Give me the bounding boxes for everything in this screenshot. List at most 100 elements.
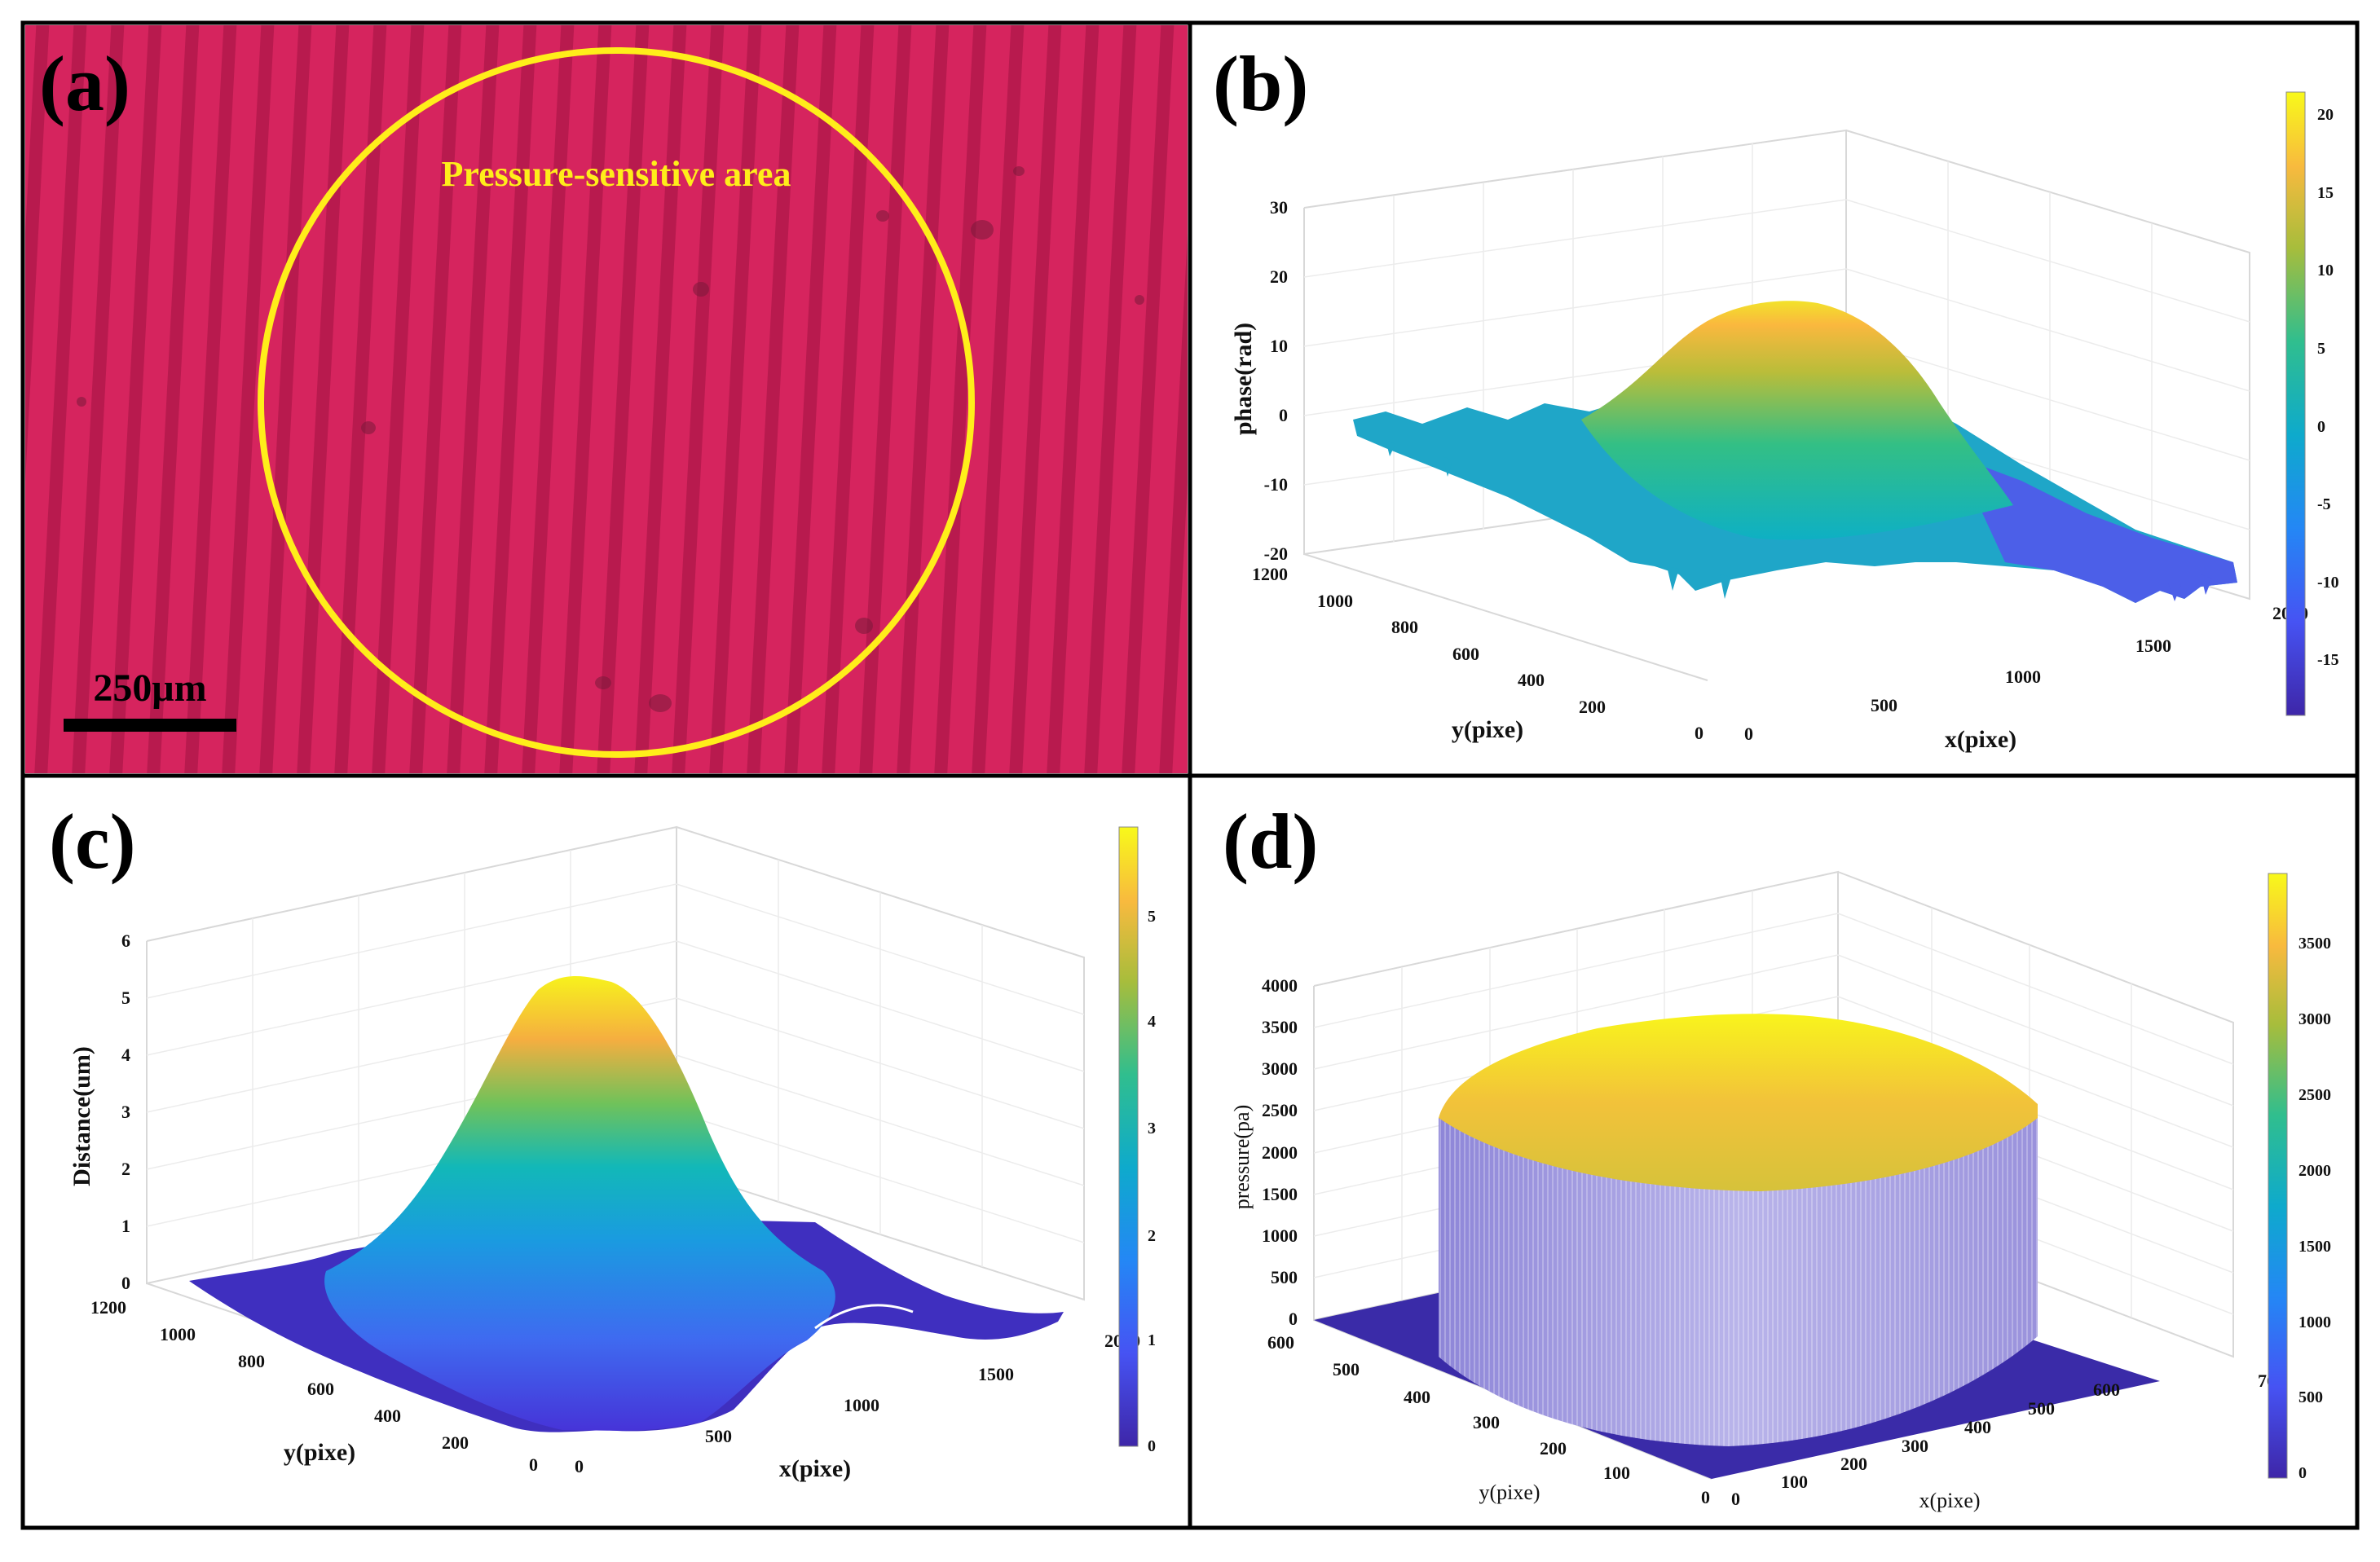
panel-d-label: (d) <box>1223 798 1318 885</box>
svg-text:1000: 1000 <box>1262 1225 1298 1246</box>
plot-d-colorbar <box>2268 873 2288 1479</box>
svg-text:600: 600 <box>1452 644 1479 664</box>
svg-text:4: 4 <box>1148 1013 1156 1031</box>
panel-d: (d) 4000 3500 <box>1223 798 2331 1512</box>
plot-d-xlabel: x(pixe) <box>1919 1489 1980 1512</box>
svg-text:2: 2 <box>121 1159 130 1179</box>
svg-text:1: 1 <box>121 1216 130 1236</box>
panel-b: (b) 30 <box>1213 40 2339 753</box>
svg-text:800: 800 <box>1391 617 1418 637</box>
svg-text:5: 5 <box>121 988 130 1008</box>
plot-d-wall-mesh <box>1439 1118 2038 1446</box>
plot-c-xlabel: x(pixe) <box>779 1455 851 1482</box>
panel-c: (c) 6 5 4 3 2 1 0 <box>49 798 1156 1482</box>
svg-text:300: 300 <box>1902 1436 1928 1456</box>
svg-text:3500: 3500 <box>2298 935 2331 953</box>
plot-d-ylabel: y(pixe) <box>1479 1481 1540 1504</box>
plot-c-y-ticks: 1200 1000 800 600 400 200 0 <box>90 1297 538 1475</box>
plot-d-z-ticks: 4000 3500 3000 2500 2000 1500 1000 500 0 <box>1262 975 1298 1329</box>
svg-text:1000: 1000 <box>1317 591 1353 611</box>
plot-b-phase-mound <box>1581 301 2013 540</box>
svg-text:6: 6 <box>121 931 130 951</box>
plot-d-y-ticks: 600 500 400 300 200 100 0 <box>1267 1332 1710 1507</box>
plot-c-colorbar-ticks: 5 4 3 2 1 0 <box>1148 908 1156 1455</box>
panel-b-label: (b) <box>1213 40 1308 127</box>
svg-text:0: 0 <box>1744 724 1753 744</box>
plot-b-ylabel: y(pixe) <box>1452 716 1523 743</box>
svg-text:1500: 1500 <box>978 1364 1014 1384</box>
plot-b-noise-spikes <box>1386 440 1731 599</box>
svg-text:2000: 2000 <box>2298 1162 2331 1180</box>
svg-text:0: 0 <box>1279 405 1288 425</box>
plot-c-distance-mound <box>324 975 835 1431</box>
svg-text:1: 1 <box>1148 1331 1156 1349</box>
svg-text:600: 600 <box>1267 1332 1294 1353</box>
svg-text:10: 10 <box>2317 262 2334 279</box>
svg-text:800: 800 <box>238 1351 265 1371</box>
svg-text:0: 0 <box>575 1456 584 1476</box>
svg-text:5: 5 <box>2317 340 2325 358</box>
svg-text:20: 20 <box>2317 106 2334 124</box>
plot-c-colorbar <box>1118 826 1139 1447</box>
svg-text:2500: 2500 <box>1262 1100 1298 1120</box>
panel-c-label: (c) <box>49 798 136 885</box>
plot-c-z-ticks: 6 5 4 3 2 1 0 <box>121 931 130 1293</box>
svg-text:0: 0 <box>2298 1464 2307 1482</box>
svg-text:1500: 1500 <box>1262 1184 1298 1204</box>
plot-b-low-region <box>1956 456 2237 603</box>
svg-text:300: 300 <box>1473 1412 1500 1432</box>
svg-text:4: 4 <box>121 1045 130 1065</box>
plot-b-noise-spikes-low <box>2168 574 2212 601</box>
plot-b-y-ticks: 1200 1000 800 600 400 200 0 <box>1252 564 1703 743</box>
svg-text:0: 0 <box>529 1454 538 1475</box>
svg-text:400: 400 <box>1404 1387 1430 1407</box>
plot-b-xlabel: x(pixe) <box>1945 726 2016 753</box>
svg-text:1200: 1200 <box>90 1297 126 1318</box>
plot-c-zlabel: Distance(um) <box>68 1046 95 1186</box>
svg-text:100: 100 <box>1603 1463 1630 1483</box>
panel-a: (a) Pressure-sensitive area 250μm <box>25 25 1188 773</box>
svg-text:100: 100 <box>1781 1472 1808 1492</box>
svg-text:3: 3 <box>1148 1120 1156 1137</box>
plot-b-colorbar <box>2285 91 2306 716</box>
svg-text:200: 200 <box>1540 1438 1567 1459</box>
svg-text:500: 500 <box>1271 1267 1298 1287</box>
svg-text:1200: 1200 <box>1252 564 1288 584</box>
svg-text:30: 30 <box>1270 197 1288 218</box>
svg-text:500: 500 <box>1333 1359 1360 1379</box>
pressure-sensitive-circle <box>258 47 975 758</box>
svg-text:-10: -10 <box>2317 574 2339 592</box>
svg-text:0: 0 <box>1289 1309 1298 1329</box>
svg-text:-5: -5 <box>2317 495 2331 513</box>
plot-b-colorbar-ticks: 20 15 10 5 0 -5 -10 -15 <box>2317 106 2339 669</box>
plot-b-z-ticks: 30 20 10 0 -10 -20 <box>1264 197 1288 564</box>
svg-text:600: 600 <box>2093 1379 2120 1400</box>
svg-text:3500: 3500 <box>1262 1017 1298 1037</box>
svg-text:-20: -20 <box>1264 543 1288 564</box>
svg-text:20: 20 <box>1270 266 1288 287</box>
plot-c-surface-ridge <box>814 1304 914 1330</box>
plot-b-x-ticks: 0 500 1000 1500 2000 <box>1744 603 2308 744</box>
svg-text:0: 0 <box>1148 1437 1156 1455</box>
svg-text:15: 15 <box>2317 184 2334 202</box>
svg-text:2: 2 <box>1148 1227 1156 1245</box>
interference-fringe-image <box>25 25 1188 773</box>
svg-text:3: 3 <box>121 1102 130 1122</box>
svg-text:200: 200 <box>1579 697 1606 717</box>
svg-text:2000: 2000 <box>1262 1142 1298 1163</box>
svg-text:200: 200 <box>1840 1454 1867 1474</box>
svg-text:500: 500 <box>705 1426 732 1446</box>
panel-a-label: (a) <box>39 40 130 127</box>
svg-text:0: 0 <box>1695 723 1703 743</box>
image-specks <box>77 166 1144 712</box>
svg-text:400: 400 <box>374 1406 401 1426</box>
svg-text:1000: 1000 <box>2298 1313 2331 1331</box>
svg-text:1500: 1500 <box>2135 636 2171 656</box>
plot-d-pressure-dome <box>1439 1014 2038 1191</box>
panel-d-frame <box>1188 773 2360 1530</box>
plot-d-zlabel: pressure(pa) <box>1230 1105 1254 1210</box>
svg-text:4000: 4000 <box>1262 975 1298 996</box>
svg-text:1000: 1000 <box>160 1324 196 1344</box>
plot-b-zlabel: phase(rad) <box>1230 323 1257 435</box>
